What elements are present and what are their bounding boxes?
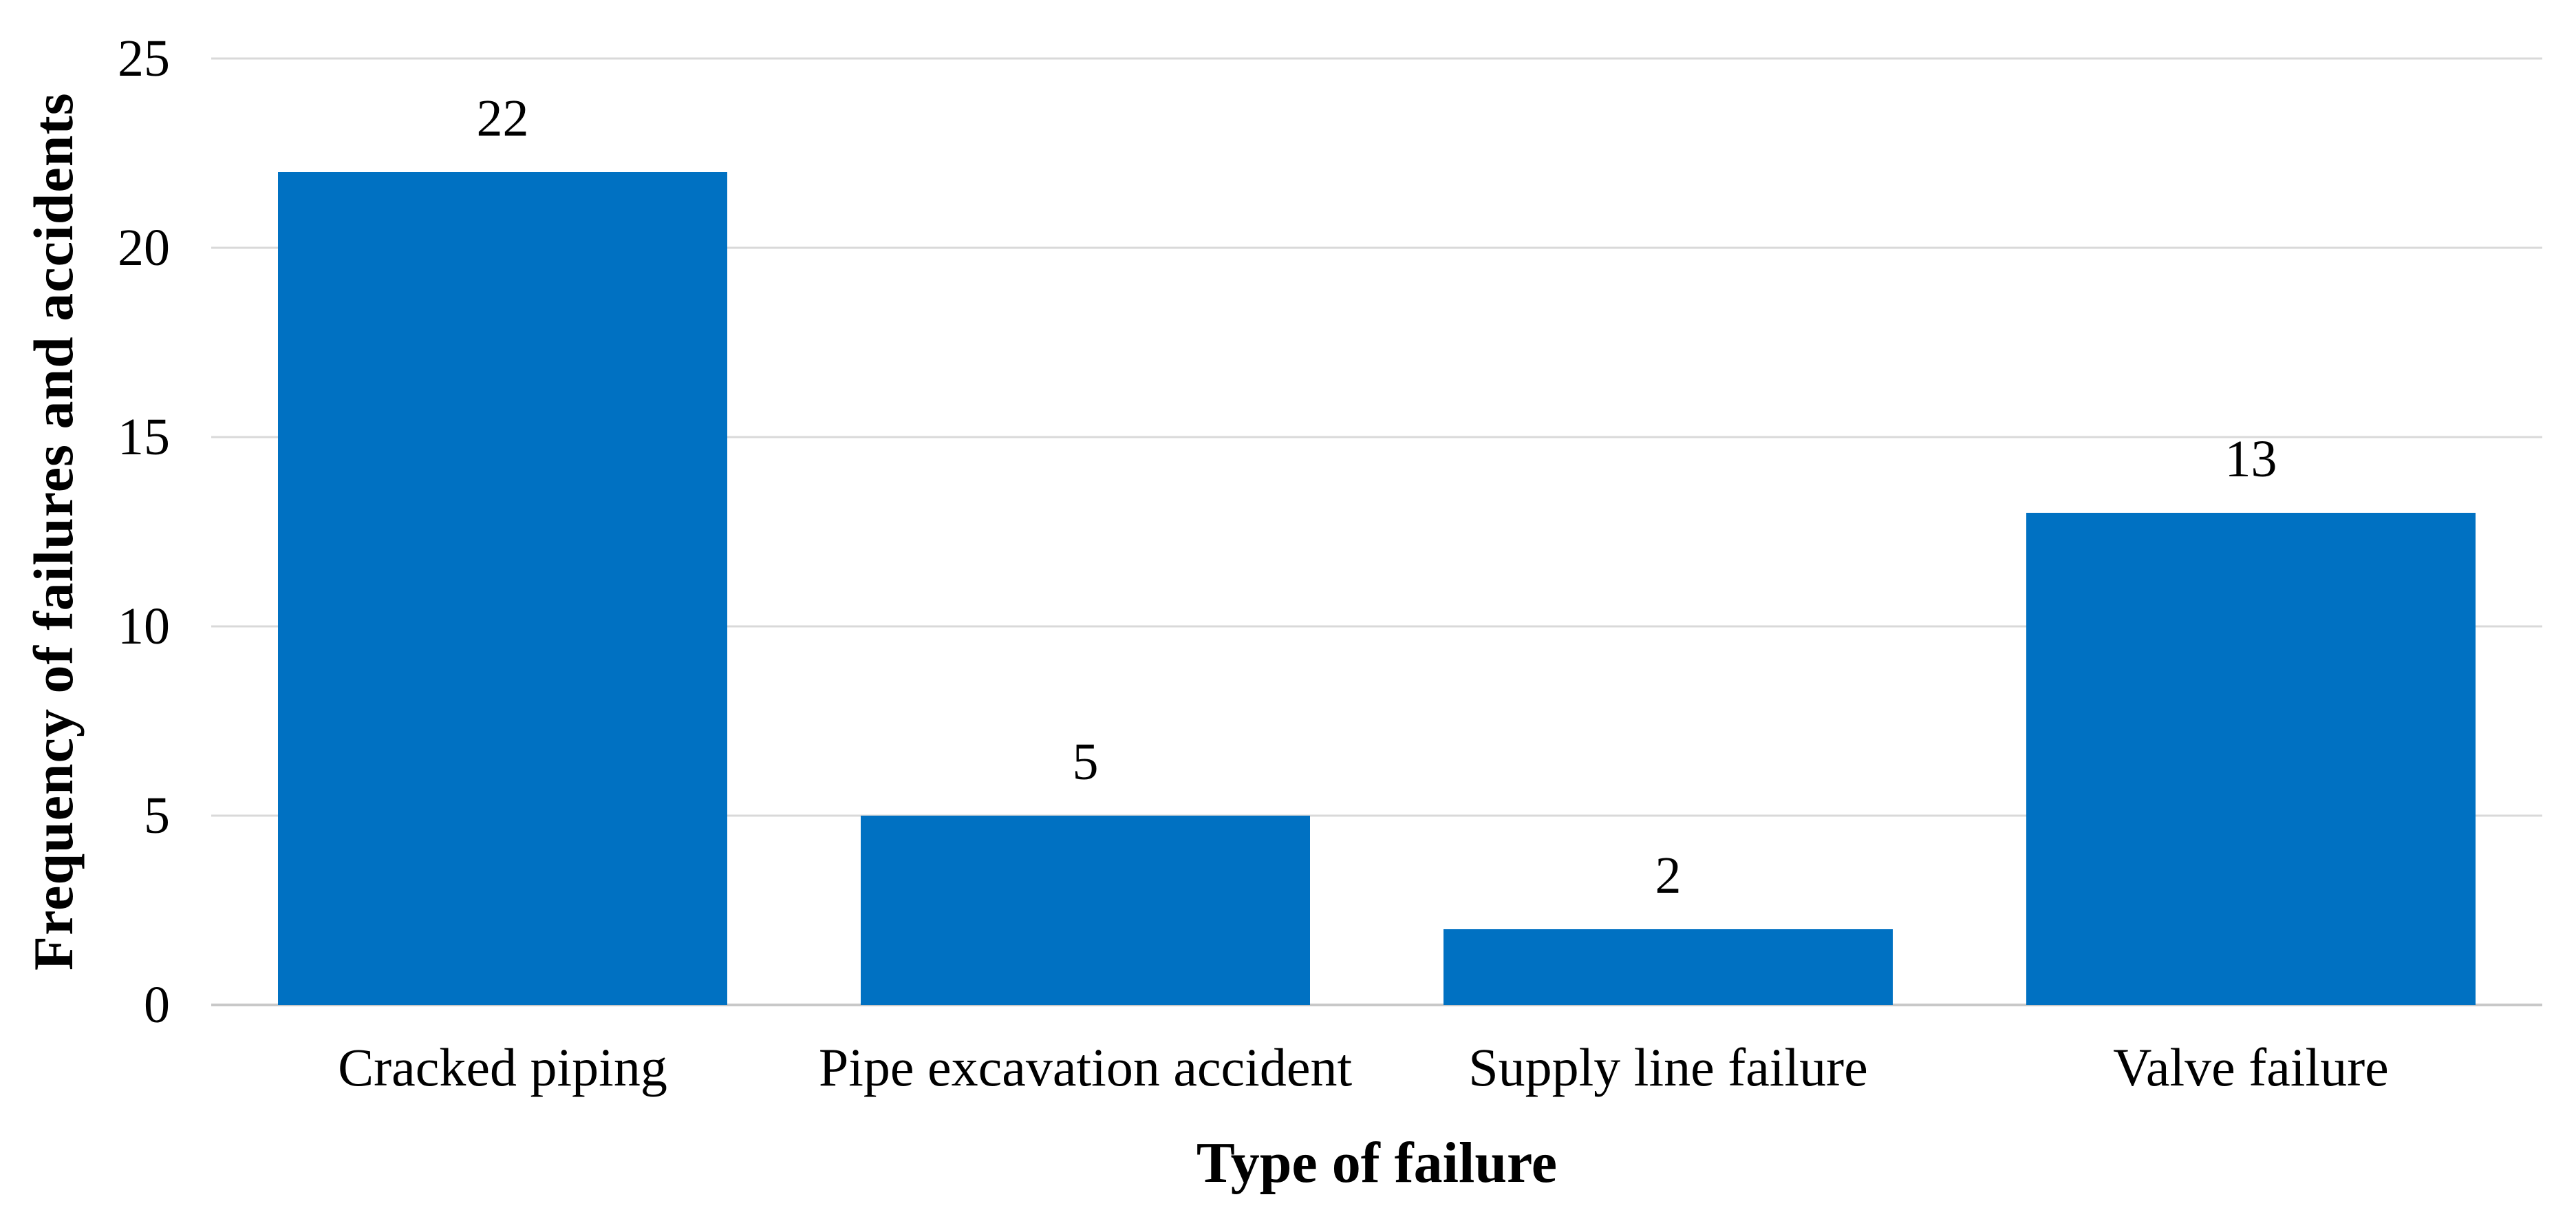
bar-pipe-excavation-accident: [861, 816, 1310, 1005]
bar-slot-pipe-excavation-accident: 5: [794, 59, 1377, 1005]
y-tick-label-20: 20: [118, 219, 170, 277]
x-axis-line: [211, 1004, 2542, 1006]
y-tick-label-0: 0: [144, 976, 170, 1034]
bar-supply-line-failure: [1443, 929, 1893, 1005]
bar-slot-valve-failure: 13: [1960, 59, 2542, 1005]
data-label-valve-failure: 13: [2224, 430, 2277, 488]
data-label-cracked-piping: 22: [476, 89, 529, 147]
y-tick-label-10: 10: [118, 597, 170, 655]
x-axis-category-labels: Cracked piping Pipe excavation accident Su…: [211, 1041, 2542, 1094]
x-axis-title: Type of failure: [1196, 1131, 1558, 1195]
gridline-5: [211, 814, 2542, 817]
bar-cracked-piping: [278, 172, 727, 1005]
bar-slot-supply-line-failure: 2: [1377, 59, 1960, 1005]
gridline-25: [211, 57, 2542, 60]
data-label-supply-line-failure: 2: [1655, 847, 1682, 904]
y-tick-label-25: 25: [118, 30, 170, 87]
category-label-cracked-piping: Cracked piping: [338, 1037, 667, 1097]
gridline-20: [211, 246, 2542, 249]
y-tick-label-15: 15: [118, 408, 170, 466]
y-tick-label-5: 5: [144, 787, 170, 845]
bar-slot-cracked-piping: 22: [211, 59, 794, 1005]
bar-valve-failure: [2026, 513, 2476, 1005]
plot-area: 22 5 2 13: [211, 57, 2542, 1006]
gridline-10: [211, 625, 2542, 628]
category-label-pipe-excavation-accident: Pipe excavation accident: [818, 1037, 1353, 1097]
bar-series: 22 5 2 13: [211, 59, 2542, 1005]
category-label-supply-line-failure: Supply line failure: [1468, 1037, 1868, 1097]
category-label-valve-failure: Valve failure: [2113, 1037, 2389, 1097]
data-label-pipe-excavation-accident: 5: [1072, 733, 1099, 791]
gridline-15: [211, 436, 2542, 438]
y-axis-tick-labels: 0 5 10 15 20 25: [0, 32, 170, 1031]
